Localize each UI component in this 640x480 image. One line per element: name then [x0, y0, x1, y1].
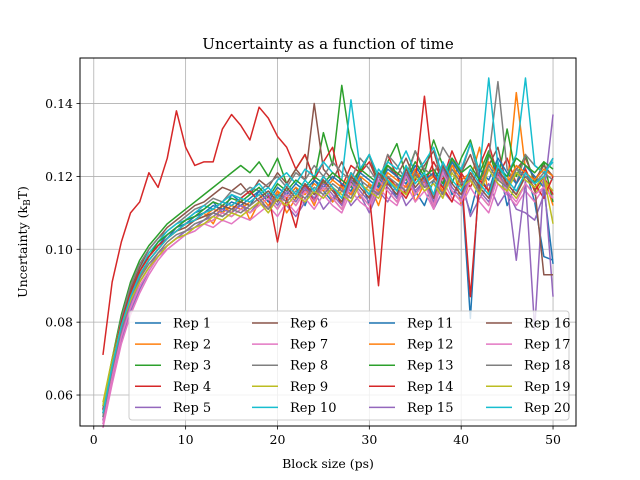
x-tick-label: 10 — [178, 432, 194, 447]
legend: Rep 1 Rep 2 Rep 3 Rep 4 Rep 5 Rep 6 Rep 7 Rep 8… — [128, 310, 570, 421]
x-tick-label: 30 — [361, 432, 377, 447]
legend-label-rep-9: Rep 9 — [290, 380, 328, 395]
x-tick-label: 40 — [453, 432, 469, 447]
x-axis-label: Block size (ps) — [282, 456, 374, 471]
y-tick-label: 0.10 — [45, 242, 73, 257]
chart-title: Uncertainty as a function of time — [202, 35, 454, 53]
y-tick-label: 0.08 — [45, 315, 73, 330]
legend-label-rep-8: Rep 8 — [290, 359, 328, 374]
legend-label-rep-15: Rep 15 — [407, 401, 453, 416]
series-line-rep-18 — [102, 164, 554, 418]
legend-label-rep-3: Rep 3 — [173, 359, 211, 374]
legend-label-rep-13: Rep 13 — [407, 359, 453, 374]
legend-label-rep-17: Rep 17 — [524, 338, 570, 353]
legend-label-rep-20: Rep 20 — [524, 401, 570, 416]
legend-box — [128, 310, 570, 421]
plot-frame — [79, 57, 577, 427]
series-line-rep-20 — [102, 157, 554, 414]
legend-label-rep-5: Rep 5 — [173, 401, 211, 416]
legend-label-rep-14: Rep 14 — [407, 380, 453, 395]
series-line-rep-10 — [102, 77, 554, 418]
y-axis-label: Uncertainty (kBT) — [15, 186, 33, 298]
x-tick-label: 50 — [545, 432, 561, 447]
legend-label-rep-10: Rep 10 — [290, 401, 336, 416]
y-axis-label-tail: T) — [15, 186, 30, 199]
axis-ticks: 0 10 20 30 40 50 0.06 0.08 0.10 0.12 0.14 — [45, 96, 561, 447]
legend-label-rep-19: Rep 19 — [524, 380, 570, 395]
legend-label-rep-1: Rep 1 — [173, 317, 211, 332]
y-tick-label: 0.06 — [45, 388, 73, 403]
series-lines — [102, 77, 554, 428]
legend-label-rep-18: Rep 18 — [524, 359, 570, 374]
y-tick-label: 0.12 — [45, 169, 73, 184]
series-line-rep-19 — [102, 168, 554, 407]
legend-label-rep-16: Rep 16 — [524, 317, 570, 332]
legend-label-rep-2: Rep 2 — [173, 338, 211, 353]
legend-label-rep-4: Rep 4 — [173, 380, 211, 395]
y-tick-label: 0.14 — [45, 96, 73, 111]
x-tick-label: 20 — [270, 432, 286, 447]
legend-label-rep-7: Rep 7 — [290, 338, 328, 353]
legend-label-rep-12: Rep 12 — [407, 338, 453, 353]
series-line-rep-13 — [102, 153, 554, 410]
x-tick-label: 0 — [90, 432, 98, 447]
legend-label-rep-11: Rep 11 — [407, 317, 453, 332]
y-axis-label-subscript: B — [23, 199, 33, 206]
legend-label-rep-6: Rep 6 — [290, 317, 328, 332]
y-axis-label-main: Uncertainty (k — [15, 206, 30, 298]
